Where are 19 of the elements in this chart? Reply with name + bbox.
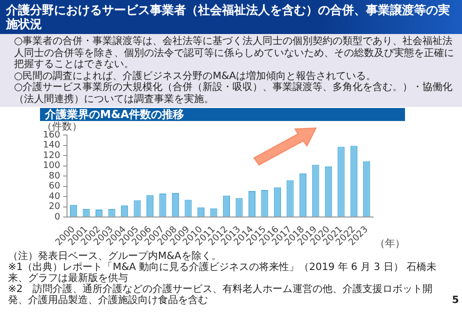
y-tick-label: 100 bbox=[42, 161, 60, 172]
text: ○事業者の合併・事業譲渡等は、会社法等に基づく法人同士の個別契約の類型であり、社会福祉法人同士の合併等を除き、個別の法令で認可等に係らしめていないため、その総数及び実態を正確に把握することはできない。 bbox=[14, 36, 454, 70]
x-axis-title: （年） bbox=[375, 238, 405, 250]
chart-title: 介護分野におけるサービス事業者（社会福祉法人を含む）の合併、事業譲渡等の実施状況 bbox=[0, 0, 462, 34]
text: ※1（出典）レポート「M&A 動向に見る介護ビジネスの将来性」（2019 年 6 月 3 日） 石橋未来、グラフは最新版を供与 bbox=[8, 262, 438, 284]
y-tick-label: 0 bbox=[54, 212, 60, 223]
text: ※2 訪問介護、通所介護などの介護サービス、有料老人ホーム運営の他、介護支援ロボット開発、介護用品製造、介護施設向け食品を含む bbox=[8, 284, 434, 306]
text: ○民間の調査によれば、介護ビジネス分野のM&Aは増加傾向と報告されている。 bbox=[14, 70, 377, 82]
y-tick-label: 40 bbox=[48, 192, 60, 202]
text: （注）発表日ベース、グループ内M&Aを除く。 bbox=[8, 251, 222, 262]
y-tick-label: 60 bbox=[48, 182, 60, 192]
y-tick-label: 160 bbox=[42, 130, 60, 140]
y-tick-label: 20 bbox=[48, 202, 60, 212]
text: ○介護サービス事業所の大規模化（合併（新設・吸収）、事業譲渡等、多角化を含む。）・協働化（法人間連携）については調査事業を実施。 bbox=[14, 82, 454, 105]
y-tick-label: 120 bbox=[42, 150, 60, 161]
y-tick-label: 80 bbox=[48, 171, 60, 182]
y-tick-label: 140 bbox=[42, 140, 60, 151]
chart-subtitle: 介護業界のM&A件数の推移 bbox=[40, 108, 405, 121]
text: 5 bbox=[452, 295, 459, 306]
